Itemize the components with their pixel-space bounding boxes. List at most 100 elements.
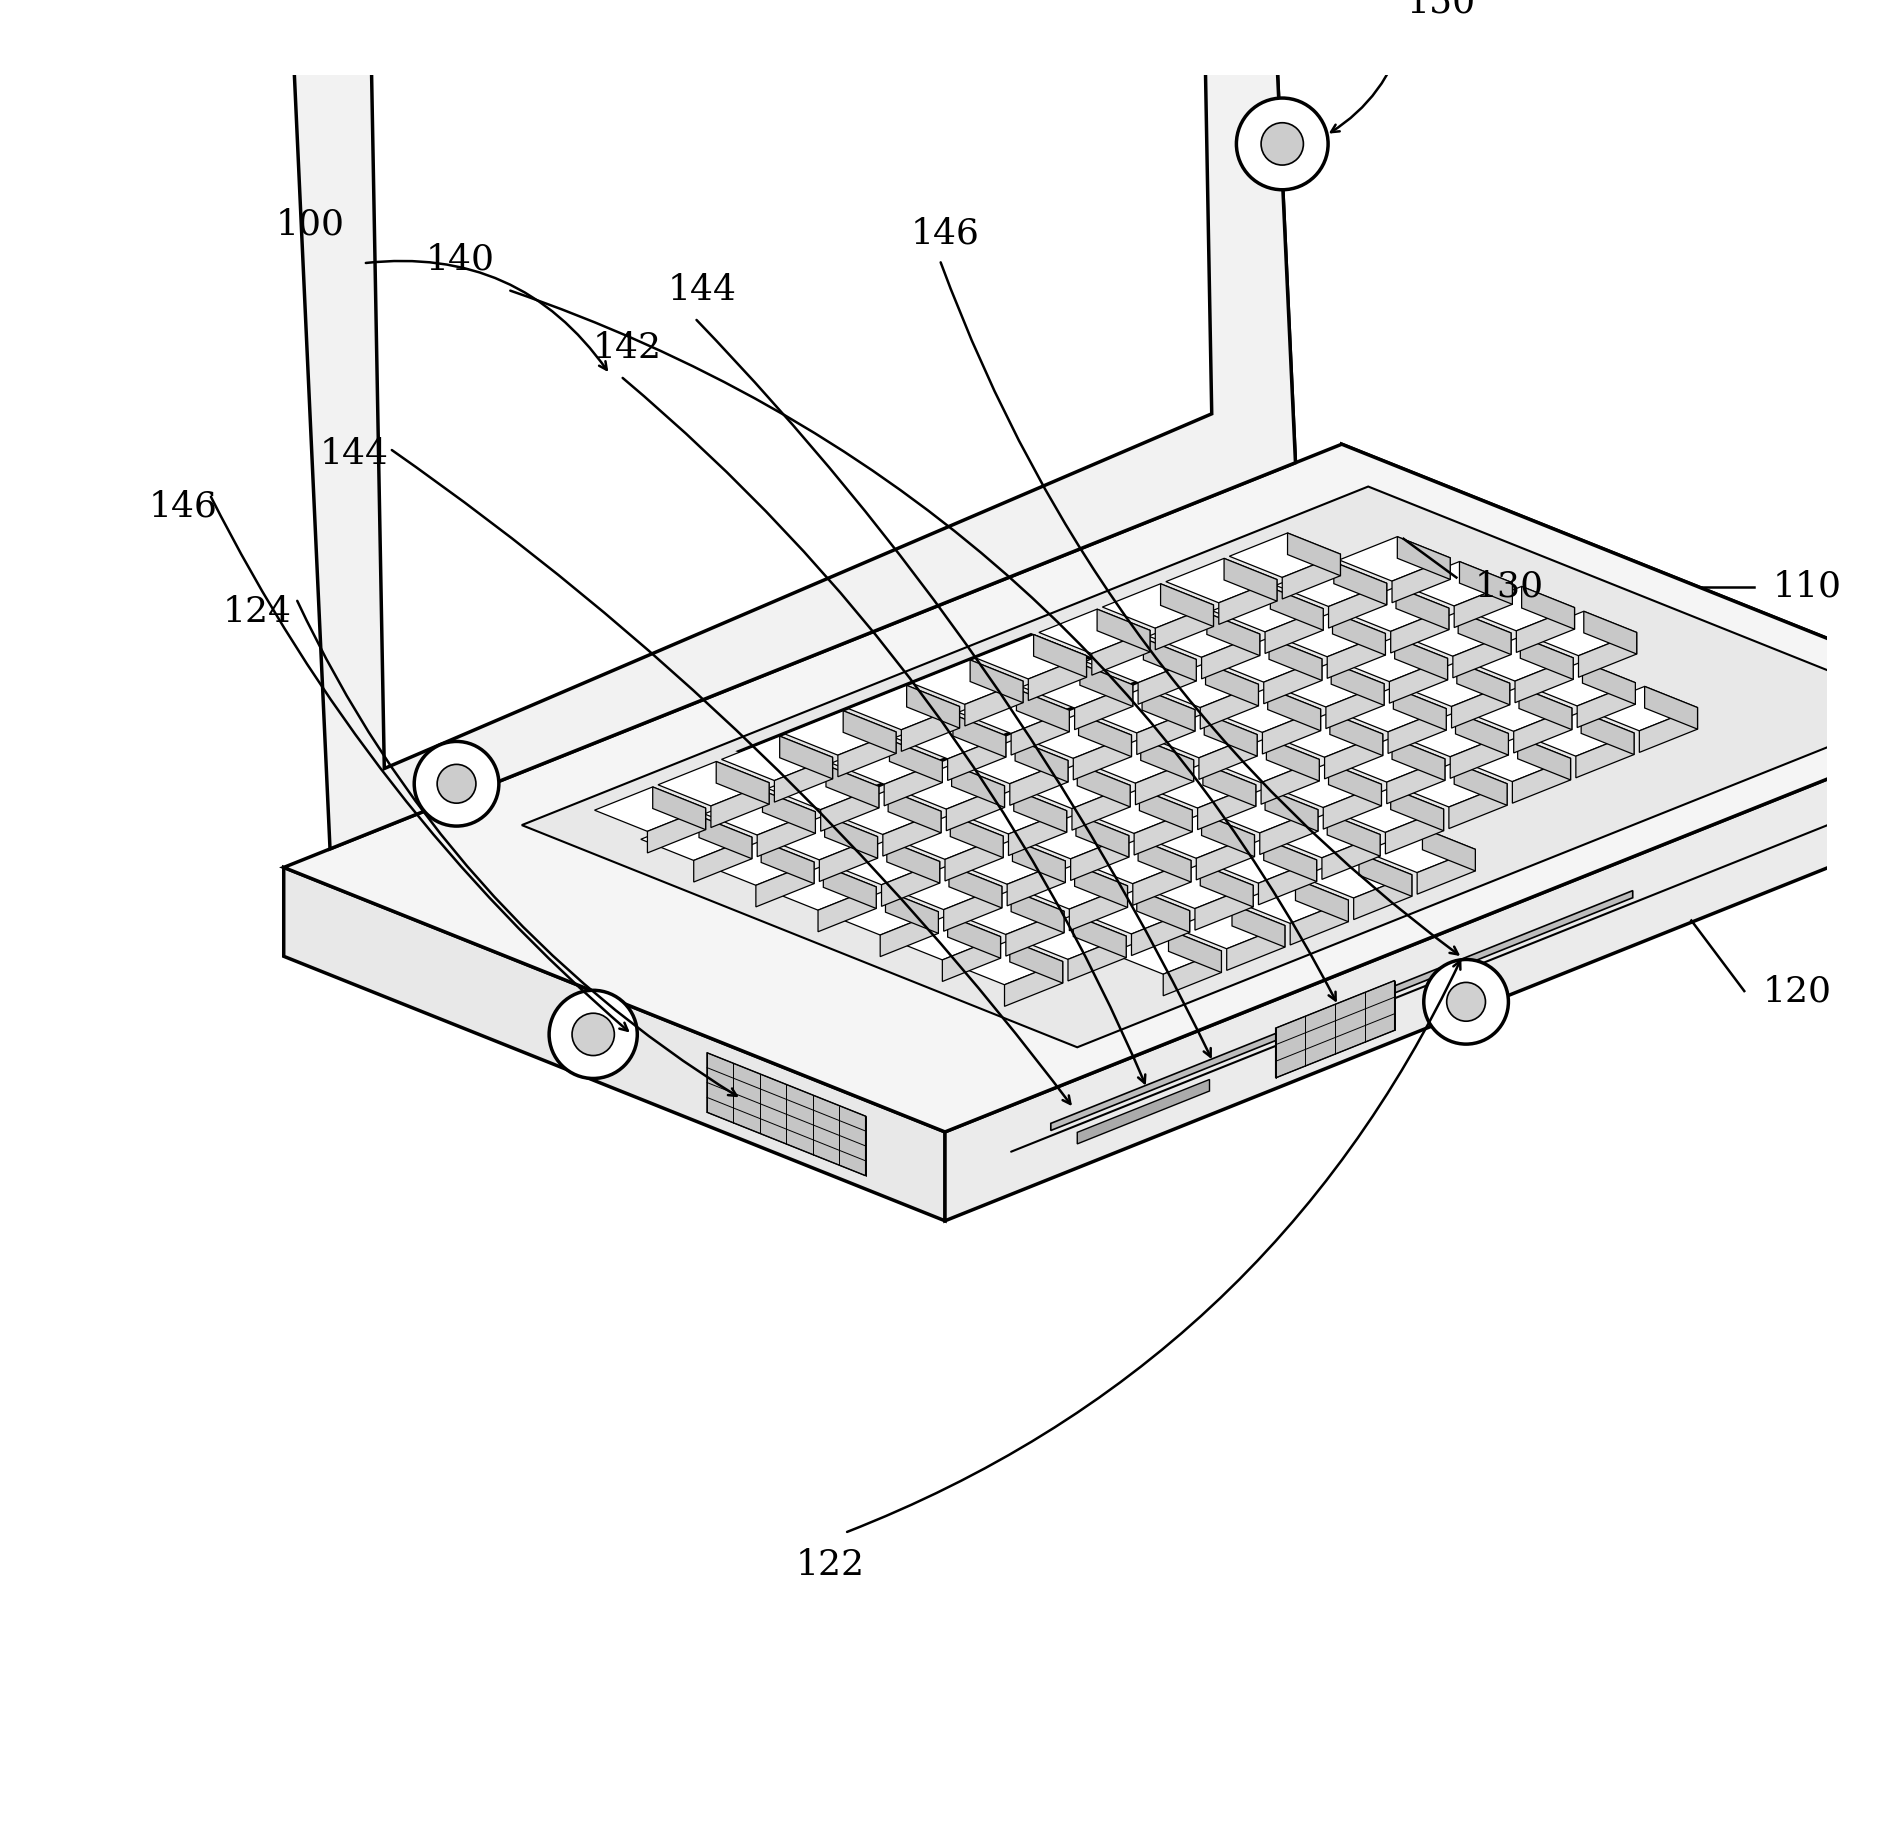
- FancyArrowPatch shape: [846, 961, 1460, 1531]
- Polygon shape: [842, 711, 895, 754]
- Polygon shape: [1067, 936, 1126, 981]
- Polygon shape: [950, 814, 1003, 858]
- Polygon shape: [1198, 785, 1254, 829]
- Polygon shape: [1268, 814, 1379, 858]
- Polygon shape: [1328, 583, 1387, 629]
- Polygon shape: [1271, 713, 1383, 757]
- Polygon shape: [1207, 739, 1319, 783]
- Polygon shape: [880, 912, 939, 956]
- Text: 142: 142: [593, 331, 661, 366]
- Polygon shape: [1643, 686, 1696, 730]
- Polygon shape: [1209, 687, 1320, 732]
- Polygon shape: [1390, 608, 1449, 652]
- Polygon shape: [1322, 785, 1381, 829]
- Polygon shape: [648, 809, 705, 853]
- Polygon shape: [827, 840, 939, 884]
- Polygon shape: [958, 689, 1069, 733]
- Polygon shape: [1275, 562, 1387, 607]
- Polygon shape: [1396, 713, 1507, 757]
- Polygon shape: [1143, 814, 1254, 858]
- Polygon shape: [1390, 789, 1443, 831]
- Polygon shape: [1139, 789, 1192, 833]
- Polygon shape: [1458, 737, 1570, 781]
- Polygon shape: [1200, 864, 1252, 906]
- Polygon shape: [827, 891, 939, 936]
- Polygon shape: [1519, 636, 1572, 680]
- Polygon shape: [703, 840, 814, 886]
- Polygon shape: [1400, 562, 1511, 607]
- Polygon shape: [722, 737, 833, 781]
- Polygon shape: [710, 783, 769, 827]
- Polygon shape: [1396, 763, 1506, 807]
- Polygon shape: [1075, 864, 1128, 908]
- Polygon shape: [1462, 636, 1572, 682]
- FancyArrowPatch shape: [366, 261, 606, 369]
- Polygon shape: [956, 790, 1065, 834]
- Circle shape: [414, 741, 499, 825]
- FancyArrowPatch shape: [621, 379, 1145, 1083]
- Polygon shape: [1449, 733, 1507, 777]
- Polygon shape: [1201, 634, 1260, 678]
- FancyArrowPatch shape: [1330, 31, 1404, 132]
- Polygon shape: [1358, 853, 1411, 897]
- Polygon shape: [907, 686, 960, 728]
- Polygon shape: [699, 816, 752, 858]
- Polygon shape: [1211, 638, 1320, 682]
- Polygon shape: [946, 787, 1003, 831]
- Polygon shape: [1137, 660, 1196, 704]
- Polygon shape: [1167, 930, 1220, 972]
- Polygon shape: [1160, 584, 1213, 627]
- Polygon shape: [761, 840, 814, 884]
- Polygon shape: [1077, 1079, 1209, 1143]
- Polygon shape: [1449, 783, 1506, 829]
- Polygon shape: [1003, 961, 1062, 1007]
- Polygon shape: [1224, 559, 1277, 601]
- Polygon shape: [1071, 785, 1130, 831]
- Polygon shape: [1260, 759, 1319, 805]
- Text: 124: 124: [223, 596, 291, 629]
- Polygon shape: [1154, 605, 1213, 651]
- Polygon shape: [780, 737, 833, 779]
- Polygon shape: [1396, 537, 1449, 579]
- Polygon shape: [1232, 0, 1294, 463]
- Polygon shape: [1341, 445, 1889, 798]
- Polygon shape: [1092, 630, 1149, 675]
- Circle shape: [572, 1013, 614, 1055]
- Polygon shape: [767, 765, 878, 811]
- Polygon shape: [784, 711, 895, 755]
- Polygon shape: [1264, 608, 1322, 654]
- Polygon shape: [1079, 664, 1132, 706]
- Polygon shape: [1226, 926, 1285, 970]
- Polygon shape: [1137, 840, 1190, 882]
- Polygon shape: [1394, 638, 1447, 680]
- Polygon shape: [1638, 708, 1696, 752]
- FancyArrowPatch shape: [697, 320, 1211, 1057]
- Polygon shape: [1077, 765, 1130, 807]
- Polygon shape: [1162, 950, 1220, 996]
- Polygon shape: [757, 812, 814, 857]
- Polygon shape: [1273, 612, 1385, 656]
- Polygon shape: [1328, 763, 1381, 805]
- Polygon shape: [1326, 684, 1383, 728]
- Polygon shape: [1264, 838, 1317, 882]
- Polygon shape: [901, 706, 960, 752]
- Polygon shape: [1320, 834, 1379, 879]
- Polygon shape: [890, 741, 943, 783]
- Polygon shape: [1456, 662, 1509, 704]
- Polygon shape: [975, 634, 1086, 678]
- Polygon shape: [1228, 533, 1339, 577]
- Polygon shape: [1458, 612, 1509, 654]
- Polygon shape: [886, 891, 939, 934]
- Polygon shape: [1294, 879, 1347, 921]
- Polygon shape: [1011, 890, 1064, 934]
- Polygon shape: [1511, 759, 1570, 803]
- Polygon shape: [820, 787, 878, 831]
- Polygon shape: [882, 811, 941, 857]
- Polygon shape: [1147, 664, 1258, 708]
- Polygon shape: [1011, 709, 1069, 755]
- Text: 110: 110: [1772, 570, 1840, 603]
- Polygon shape: [1082, 689, 1194, 733]
- Polygon shape: [1264, 658, 1320, 704]
- Polygon shape: [943, 937, 999, 981]
- Polygon shape: [1575, 682, 1634, 728]
